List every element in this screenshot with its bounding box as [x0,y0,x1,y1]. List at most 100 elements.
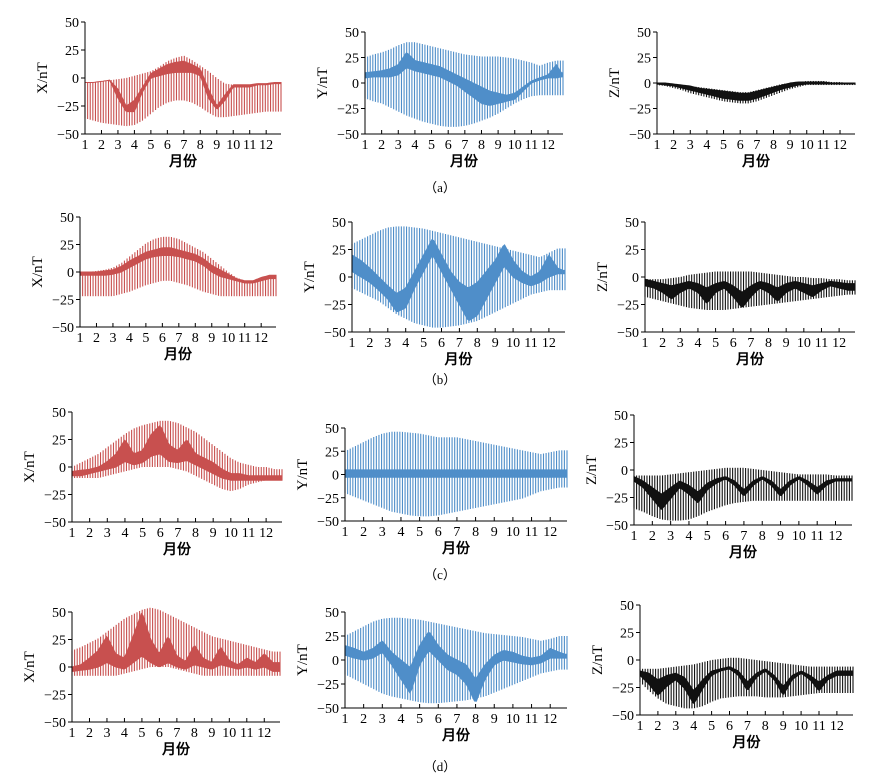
x-tick-label: 1 [637,719,644,734]
x-tick-label: 3 [672,719,679,734]
x-tick-label: 7 [747,336,754,351]
y-axis-label: X/nT [30,256,46,288]
x-tick-label: 4 [685,529,692,544]
x-tick-label: 2 [93,331,100,346]
x-tick-label: 10 [508,138,522,153]
x-tick-label: 3 [384,336,391,351]
x-tick-label: 7 [744,719,751,734]
x-axis-label: 月份 [168,153,198,170]
y-tick-label: −25 [617,299,639,314]
y-tick-label: 25 [325,630,339,645]
x-tick-label: 3 [379,525,386,540]
mean-band-b-X [79,247,277,284]
y-tick-label: −25 [606,492,628,507]
y-tick-label: 50 [52,606,66,621]
x-tick-label: 2 [366,336,373,351]
x-tick-label: 6 [156,726,163,741]
y-tick-label: −50 [44,716,66,731]
y-tick-label: −50 [629,128,651,143]
x-tick-label: 9 [491,712,498,727]
x-tick-label: 2 [86,726,93,741]
x-tick-label: 1 [362,138,369,153]
mean-band-d-Y [344,631,568,702]
x-tick-label: 8 [192,526,199,541]
x-tick-label: 11 [525,712,538,727]
x-tick-label: 5 [416,525,423,540]
x-tick-label: 3 [114,138,121,153]
x-tick-label: 3 [687,138,694,153]
x-tick-label: 10 [506,525,520,540]
mean-band-d-X [71,612,281,672]
y-tick-label: 25 [52,434,66,449]
mean-band-a-Z [656,81,856,101]
y-tick-label: 25 [325,445,339,460]
y-tick-label: 0 [332,469,339,484]
x-tick-label: 4 [402,336,409,351]
x-tick-label: 1 [342,712,349,727]
x-tick-label: 7 [456,336,463,351]
x-tick-label: 6 [722,529,729,544]
x-tick-label: 10 [221,331,235,346]
x-tick-label: 3 [677,336,684,351]
x-tick-label: 5 [708,719,715,734]
y-tick-label: −50 [57,128,79,143]
y-tick-label: −50 [337,128,359,143]
x-tick-label: 4 [121,726,128,741]
x-tick-label: 3 [667,529,674,544]
x-tick-label: 2 [86,526,93,541]
x-tick-label: 10 [800,138,814,153]
x-axis-label: 月份 [163,346,193,363]
x-tick-label: 11 [810,529,823,544]
y-tick-label: 0 [627,654,634,669]
x-tick-label: 4 [397,525,404,540]
y-tick-label: 50 [332,216,346,231]
x-tick-label: 11 [817,138,830,153]
x-tick-label: 4 [703,138,710,153]
y-tick-label: −50 [612,709,634,724]
mean-band-c-Y [344,469,568,478]
x-tick-label: 7 [753,138,760,153]
y-tick-label: −25 [337,103,359,118]
y-tick-label: 50 [345,26,359,41]
x-tick-label: 1 [342,525,349,540]
x-tick-label: 11 [238,331,251,346]
y-tick-label: 25 [332,244,346,259]
mean-band-b-Z [644,278,856,308]
x-tick-label: 9 [491,525,498,540]
x-tick-label: 8 [472,712,479,727]
x-tick-label: 12 [259,526,273,541]
x-tick-label: 10 [506,336,520,351]
y-tick-label: 0 [59,661,66,676]
x-tick-label: 2 [98,138,105,153]
x-tick-label: 7 [175,331,182,346]
x-tick-label: 10 [506,712,520,727]
y-tick-label: 50 [625,216,639,231]
y-tick-label: 50 [52,406,66,421]
x-axis-label: 月份 [161,741,191,758]
x-tick-label: 7 [453,712,460,727]
x-tick-label: 11 [525,138,538,153]
y-tick-label: −25 [57,100,79,115]
x-tick-label: 6 [737,138,744,153]
y-tick-label: 50 [65,16,79,31]
x-tick-label: 5 [720,138,727,153]
x-tick-label: 9 [777,529,784,544]
x-tick-label: 2 [360,712,367,727]
x-tick-label: 11 [243,138,256,153]
y-tick-label: −25 [44,689,66,704]
y-tick-label: −25 [612,682,634,697]
x-tick-label: 8 [474,336,481,351]
y-tick-label: 50 [60,211,74,226]
x-tick-label: 9 [780,719,787,734]
x-tick-label: 7 [740,529,747,544]
x-tick-label: 12 [543,712,557,727]
x-tick-label: 4 [121,526,128,541]
x-tick-label: 12 [832,336,846,351]
